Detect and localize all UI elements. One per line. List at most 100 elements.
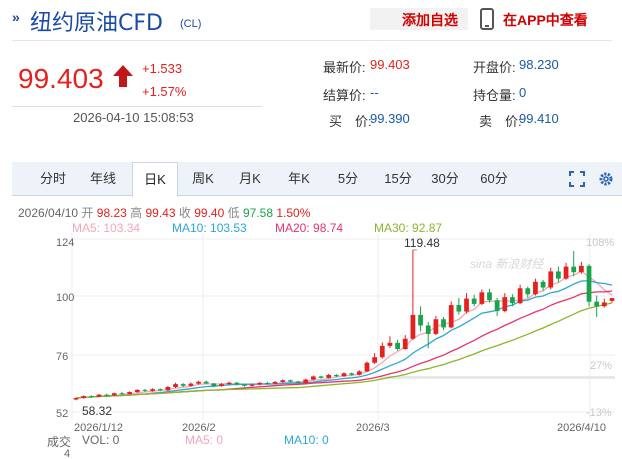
candle-body [303,379,309,383]
bar-low-label: 低 [227,206,240,220]
field-label-ask: 卖 价: [479,114,522,129]
candle-body [387,342,393,346]
field-label-bid: 买 价: [329,114,372,129]
bar-open-label: 开 [81,206,94,220]
chart-grid [71,233,615,420]
bar-open: 98.23 [96,206,127,220]
ma10-line [75,280,613,399]
candle-body [464,298,469,312]
y-tick-100: 100 [56,292,74,304]
add-watch-label[interactable]: 添加自选 [402,12,458,28]
bar-close-label: 收 [178,206,191,220]
tab-5min[interactable]: 5分 [337,171,359,186]
field-label-open: 开盘价: [473,60,516,75]
candle-body [203,381,209,384]
ma30-legend: MA30: 92.87 [374,221,443,235]
x-tick-jan12: 2026/1/12 [74,422,123,434]
tab-yearly-k[interactable]: 年K [288,171,310,186]
candle-body [356,371,362,375]
tab-weekly-k[interactable]: 周K [192,171,214,186]
bar-close: 99.40 [194,206,225,220]
candle-body [448,305,454,328]
candle-body [242,384,247,386]
candle-body [318,376,324,378]
candle-body [425,325,431,334]
candle-body [540,281,546,288]
candle-body [165,387,171,391]
candle-body [533,281,538,295]
field-value-settle: -- [370,85,379,100]
candle-body [134,389,140,393]
pct-tick-top: 108% [586,237,614,249]
candle-body [410,314,416,339]
field-label-latest: 最新价: [323,60,366,75]
pct-tick-bottom: -13% [586,407,612,419]
candles [73,249,615,401]
candle-body [81,396,87,399]
candle-body [310,376,316,380]
tab-60min[interactable]: 60分 [480,171,508,186]
candle-body [219,384,224,387]
candle-body [265,382,270,384]
tab-timeshare[interactable]: 分时 [39,171,66,186]
candle-body [418,314,423,326]
candle-body [609,298,615,301]
bar-high: 99.43 [145,206,176,220]
candle-body [548,271,554,288]
candle-body [150,389,155,391]
view-in-app-link[interactable]: 在APP中查看 [503,12,588,28]
candle-body [111,393,117,396]
tab-30min[interactable]: 30分 [431,171,459,186]
candle-body [226,382,232,385]
tab-daily-k[interactable]: 日K [132,162,178,197]
bar-info: 2026/04/10 开 98.23 高 99.43 收 99.40 低 97.… [18,204,310,221]
candle-body [119,393,125,395]
volume-tick: 4 [64,448,71,459]
quote-datetime: 2026-04-10 15:08:53 [73,110,194,125]
tab-yearline[interactable]: 年线 [89,171,116,186]
candle-body [594,301,600,307]
field-value-bid: 99.390 [370,111,410,126]
candle-body [196,381,201,384]
price-change-pct: +1.57% [142,84,187,99]
candle-body [395,342,400,350]
x-tick-feb: 2026/2 [182,422,216,434]
y-tick-124: 124 [56,237,74,249]
candle-body [487,292,492,301]
ma10-legend: MA10: 103.53 [172,221,247,235]
ma20-legend: MA20: 98.74 [275,221,344,235]
candle-body [333,374,339,377]
field-label-open-interest: 持仓量: [473,88,516,103]
header: » 纽约原油CFD (CL) 添加自选 在APP中查看 [0,0,622,41]
phone-icon [480,8,494,30]
candle-body [402,338,408,350]
candle-body [471,298,477,304]
instrument-code: (CL) [180,18,202,30]
add-watch-button[interactable] [370,8,468,30]
field-value-latest: 99.403 [370,57,410,72]
candle-body [364,362,370,372]
ma20-line [75,290,613,399]
candle-body [433,319,439,334]
candle-body [601,302,607,307]
fullscreen-icon[interactable] [569,171,585,187]
candle-body [349,373,355,375]
x-tick-apr10: 2026/4/10 [557,422,606,434]
tab-monthly-k[interactable]: 月K [239,171,261,186]
volume-ma10: MA10: 0 [284,433,329,447]
field-value-open: 98.230 [519,57,559,72]
field-label-settle: 结算价: [323,88,366,103]
candle-body [280,380,286,382]
candle-body [586,265,592,302]
price-change: +1.533 [142,61,183,76]
y-tick-52: 52 [56,408,68,420]
candle-body [441,319,446,328]
volume-title: 成交 [47,435,72,449]
candle-body [510,297,515,304]
tab-15min[interactable]: 15分 [384,171,412,186]
settings-icon[interactable] [598,171,614,187]
y-tick-76: 76 [56,351,68,363]
period-tabs: 分时 年线 日K 周K 月K 年K 5分 15分 30分 60分 [12,162,622,197]
candle-body [525,288,531,295]
